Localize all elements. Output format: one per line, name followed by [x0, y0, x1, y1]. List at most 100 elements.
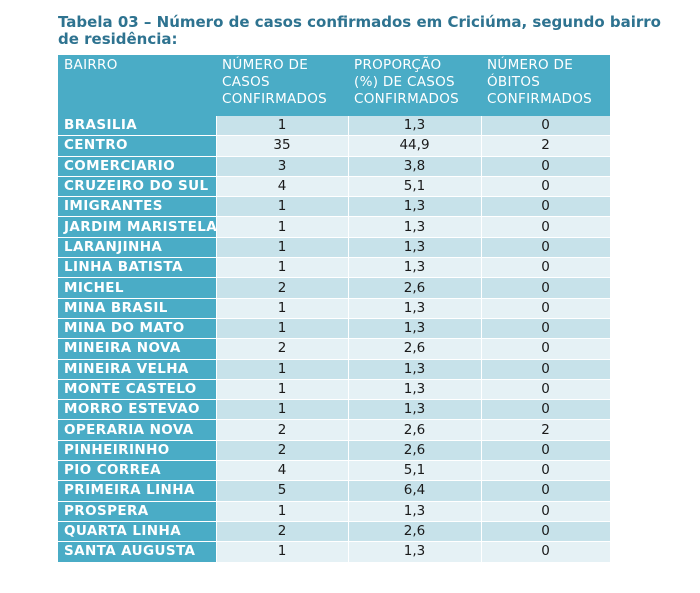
cell-proporcao: 1,3	[348, 237, 482, 259]
table-row: MORRO ESTEVAO 1 1,3 0	[58, 399, 611, 421]
header-proporcao-line1: PROPORÇÃO	[354, 57, 442, 73]
cell-obitos: 0	[481, 257, 611, 279]
cell-bairro: IMIGRANTES	[58, 196, 217, 218]
cell-proporcao: 1,3	[348, 318, 482, 340]
cell-bairro: PIO CORREA	[58, 460, 217, 482]
cell-bairro: MONTE CASTELO	[58, 379, 217, 401]
cell-obitos: 0	[481, 277, 611, 299]
cell-obitos: 2	[481, 419, 611, 441]
cell-proporcao: 2,6	[348, 521, 482, 543]
cell-casos: 2	[216, 419, 349, 441]
cell-proporcao: 2,6	[348, 277, 482, 299]
cell-obitos: 0	[481, 379, 611, 401]
cell-obitos: 0	[481, 116, 611, 137]
cell-obitos: 0	[481, 501, 611, 522]
cell-casos: 1	[216, 399, 349, 421]
table-row: JARDIM MARISTELA 1 1,3 0	[58, 216, 611, 238]
table-row: LINHA BATISTA 1 1,3 0	[58, 257, 611, 279]
table-row: SANTA AUGUSTA 1 1,3 0	[58, 541, 611, 563]
cell-proporcao: 5,1	[348, 460, 482, 482]
cell-casos: 2	[216, 338, 349, 360]
cell-obitos: 0	[481, 156, 611, 177]
header-obitos-line1: NÚMERO DE	[487, 57, 574, 73]
header-proporcao: PROPORÇÃO (%) DE CASOS CONFIRMADOS	[348, 55, 481, 116]
cell-obitos: 0	[481, 338, 611, 360]
cell-proporcao: 1,3	[348, 399, 482, 421]
header-bairro: BAIRRO	[58, 55, 216, 116]
cell-bairro: CRUZEIRO DO SUL	[58, 176, 217, 198]
cell-proporcao: 1,3	[348, 379, 482, 401]
cell-bairro: QUARTA LINHA	[58, 521, 217, 543]
cell-obitos: 0	[481, 521, 611, 543]
table-row: CENTRO 35 44,9 2	[58, 135, 611, 157]
cell-bairro: OPERARIA NOVA	[58, 419, 217, 441]
cell-obitos: 0	[481, 216, 611, 238]
table-row: MICHEL 2 2,6 0	[58, 277, 611, 299]
cell-casos: 1	[216, 541, 349, 563]
table-row: PIO CORREA 4 5,1 0	[58, 460, 611, 482]
cell-proporcao: 3,8	[348, 156, 482, 177]
cell-bairro: PINHEIRINHO	[58, 440, 217, 462]
cell-proporcao: 1,3	[348, 216, 482, 238]
cell-obitos: 0	[481, 541, 611, 563]
table-row: QUARTA LINHA 2 2,6 0	[58, 521, 611, 543]
cell-casos: 1	[216, 379, 349, 401]
cell-proporcao: 1,3	[348, 298, 482, 319]
header-obitos-line2: ÓBITOS	[487, 74, 541, 90]
header-casos-line3: CONFIRMADOS	[222, 91, 328, 107]
table-row: BRASILIA 1 1,3 0	[58, 116, 611, 137]
table-row: IMIGRANTES 1 1,3 0	[58, 196, 611, 218]
cell-casos: 1	[216, 298, 349, 319]
cell-casos: 3	[216, 156, 349, 177]
cases-table: BAIRRO NÚMERO DE CASOS CONFIRMADOS PROPO…	[58, 55, 611, 563]
cell-bairro: COMERCIARIO	[58, 156, 217, 177]
cell-casos: 5	[216, 480, 349, 502]
cell-proporcao: 2,6	[348, 419, 482, 441]
table-row: MINEIRA NOVA 2 2,6 0	[58, 338, 611, 360]
cell-obitos: 0	[481, 399, 611, 421]
cell-casos: 2	[216, 521, 349, 543]
table-row: MONTE CASTELO 1 1,3 0	[58, 379, 611, 401]
cell-casos: 4	[216, 176, 349, 198]
cell-casos: 1	[216, 501, 349, 522]
cell-obitos: 0	[481, 460, 611, 482]
cell-casos: 1	[216, 216, 349, 238]
cell-bairro: LINHA BATISTA	[58, 257, 217, 279]
cell-obitos: 0	[481, 237, 611, 259]
cell-obitos: 0	[481, 196, 611, 218]
cell-proporcao: 2,6	[348, 440, 482, 462]
cell-casos: 1	[216, 237, 349, 259]
cell-bairro: MORRO ESTEVAO	[58, 399, 217, 421]
table-row: LARANJINHA 1 1,3 0	[58, 237, 611, 259]
table-row: PINHEIRINHO 2 2,6 0	[58, 440, 611, 462]
header-obitos-line3: CONFIRMADOS	[487, 91, 593, 107]
cell-obitos: 0	[481, 440, 611, 462]
cell-bairro: PROSPERA	[58, 501, 217, 522]
cell-bairro: SANTA AUGUSTA	[58, 541, 217, 563]
header-proporcao-line2: (%) DE CASOS	[354, 74, 455, 90]
table-row: COMERCIARIO 3 3,8 0	[58, 156, 611, 177]
cell-proporcao: 1,3	[348, 359, 482, 380]
cell-bairro: LARANJINHA	[58, 237, 217, 259]
cell-casos: 1	[216, 116, 349, 137]
cell-proporcao: 1,3	[348, 116, 482, 137]
cell-obitos: 0	[481, 359, 611, 380]
table-row: CRUZEIRO DO SUL 4 5,1 0	[58, 176, 611, 198]
cell-proporcao: 1,3	[348, 501, 482, 522]
header-bairro-label: BAIRRO	[64, 57, 118, 73]
table-row: PROSPERA 1 1,3 0	[58, 501, 611, 522]
cell-proporcao: 1,3	[348, 196, 482, 218]
table-row: MINA DO MATO 1 1,3 0	[58, 318, 611, 340]
cell-casos: 35	[216, 135, 349, 157]
table-row: MINA BRASIL 1 1,3 0	[58, 298, 611, 319]
cell-bairro: CENTRO	[58, 135, 217, 157]
cell-bairro: MINEIRA NOVA	[58, 338, 217, 360]
cell-casos: 2	[216, 440, 349, 462]
cell-obitos: 2	[481, 135, 611, 157]
cell-bairro: BRASILIA	[58, 116, 217, 137]
table-row: MINEIRA VELHA 1 1,3 0	[58, 359, 611, 380]
cell-proporcao: 5,1	[348, 176, 482, 198]
cell-bairro: MICHEL	[58, 277, 217, 299]
header-proporcao-line3: CONFIRMADOS	[354, 91, 460, 107]
cell-proporcao: 1,3	[348, 541, 482, 563]
